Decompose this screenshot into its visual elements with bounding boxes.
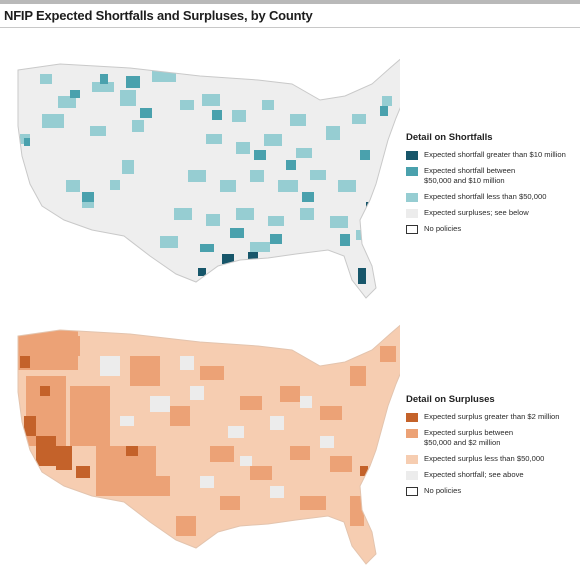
shortfall-swatch-surplus <box>406 209 418 218</box>
top-bar <box>0 0 580 4</box>
surplus-legend-item-none: No policies <box>406 486 578 496</box>
surplus-legend: Detail on Surpluses Expected surplus gre… <box>406 394 578 502</box>
shortfall-label-large: Expected shortfall greater than $10 mill… <box>424 150 566 159</box>
shortfall-legend-item-none: No policies <box>406 224 578 234</box>
shortfall-label-surplus: Expected surpluses; see below <box>424 208 529 217</box>
surplus-label-shortfall: Expected shortfall; see above <box>424 470 524 479</box>
shortfall-map <box>0 30 400 300</box>
shortfall-swatch-medium <box>406 167 418 176</box>
surplus-swatch-small <box>406 455 418 464</box>
surplus-label-none: No policies <box>424 486 462 495</box>
surplus-swatch-none <box>406 487 418 496</box>
surplus-swatch-large <box>406 413 418 422</box>
surplus-legend-item-shortfall: Expected shortfall; see above <box>406 470 578 480</box>
shortfall-swatch-small <box>406 193 418 202</box>
surplus-legend-item-large: Expected surplus greater than $2 million <box>406 412 578 422</box>
shortfall-swatch-large <box>406 151 418 160</box>
surplus-label-small: Expected surplus less than $50,000 <box>424 454 545 463</box>
surplus-label-medium-line1: Expected surplus between <box>424 428 514 437</box>
shortfall-swatch-none <box>406 225 418 234</box>
surplus-legend-item-medium: Expected surplus between $50,000 and $2 … <box>406 428 578 448</box>
surplus-label-medium-line2: $50,000 and $2 million <box>424 438 501 447</box>
shortfall-legend-title: Detail on Shortfalls <box>406 132 493 143</box>
shortfall-legend: Detail on Shortfalls Expected shortfall … <box>406 132 578 240</box>
shortfall-legend-item-large: Expected shortfall greater than $10 mill… <box>406 150 578 160</box>
shortfall-legend-item-medium: Expected shortfall between $50,000 and $… <box>406 166 578 186</box>
shortfall-label-medium-line2: $50,000 and $10 million <box>424 176 505 185</box>
shortfall-legend-item-small: Expected shortfall less than $50,000 <box>406 192 578 202</box>
page-title: NFIP Expected Shortfalls and Surpluses, … <box>4 8 313 23</box>
surplus-legend-title: Detail on Surpluses <box>406 394 495 405</box>
surplus-label-medium: Expected surplus between $50,000 and $2 … <box>424 428 513 448</box>
shortfall-label-medium: Expected shortfall between $50,000 and $… <box>424 166 515 186</box>
surplus-map <box>0 296 400 566</box>
surplus-label-large: Expected surplus greater than $2 million <box>424 412 560 421</box>
title-divider <box>0 27 580 28</box>
surplus-swatch-medium <box>406 429 418 438</box>
shortfall-label-small: Expected shortfall less than $50,000 <box>424 192 547 201</box>
shortfall-label-none: No policies <box>424 224 462 233</box>
shortfall-legend-item-surplus: Expected surpluses; see below <box>406 208 578 218</box>
shortfall-label-medium-line1: Expected shortfall between <box>424 166 516 175</box>
surplus-legend-item-small: Expected surplus less than $50,000 <box>406 454 578 464</box>
surplus-swatch-shortfall <box>406 471 418 480</box>
